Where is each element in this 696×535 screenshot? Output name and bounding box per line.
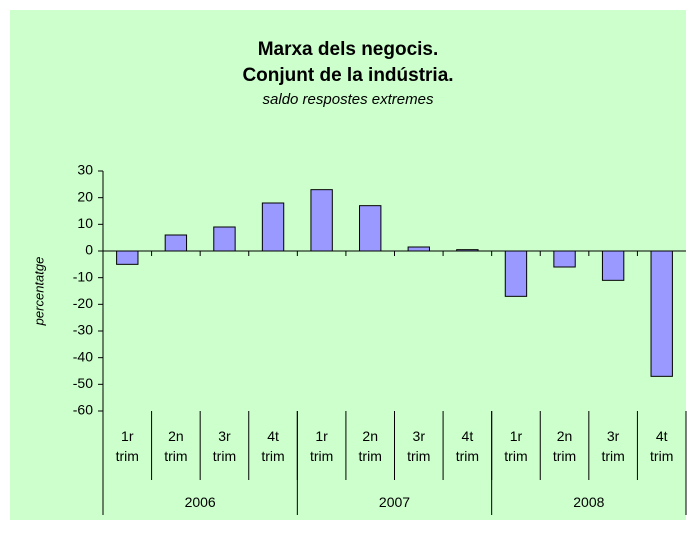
x-tick-label: 1r trim: [115, 428, 139, 464]
chart-title: Marxa dels negocis.: [258, 39, 439, 60]
bar: [407, 246, 430, 252]
y-tick-label: 20: [77, 188, 93, 204]
bar: [116, 250, 139, 265]
y-tick-label: 0: [85, 242, 93, 258]
x-tick-label: 3r trim: [407, 428, 431, 464]
x-tick-label: 4t trim: [261, 428, 285, 464]
x-tick-label: 3r trim: [212, 428, 237, 464]
bar: [164, 234, 188, 252]
group-label: 2007: [378, 494, 411, 510]
x-tick-label: 1r trim: [504, 428, 528, 464]
group-label: 2008: [573, 494, 605, 510]
y-axis-label: percentatge: [31, 257, 46, 327]
y-tick-label: -50: [73, 375, 93, 391]
bar: [213, 226, 236, 252]
x-tick-label: 2n trim: [552, 428, 577, 464]
y-tick-label: -60: [73, 402, 93, 418]
y-tick-label: -30: [73, 322, 93, 338]
y-tick-label: -10: [73, 268, 93, 284]
group-label: 2006: [184, 494, 216, 510]
x-tick-label: 4t trim: [650, 428, 674, 464]
chart-background: [10, 10, 686, 520]
y-tick-label: -20: [73, 295, 93, 311]
x-tick-label: 2n trim: [358, 428, 382, 464]
bar: [601, 250, 625, 281]
chart-title-line2: Conjunt de la indústria.: [242, 65, 453, 86]
bar: [553, 250, 576, 268]
y-tick-label: 10: [77, 215, 93, 231]
x-tick-label: 4t trim: [455, 428, 480, 464]
y-tick-label: -40: [73, 348, 93, 364]
bar: [261, 202, 285, 252]
x-tick-label: 2n trim: [164, 428, 188, 464]
bar: [310, 189, 333, 252]
bar: [504, 250, 528, 297]
bar: [359, 205, 382, 252]
x-tick-label: 3r trim: [601, 428, 625, 464]
x-tick-label: 1r trim: [309, 428, 334, 464]
bar: [650, 250, 673, 377]
y-tick-label: 30: [77, 162, 93, 178]
chart-subtitle: saldo respostes extremes: [263, 91, 434, 108]
